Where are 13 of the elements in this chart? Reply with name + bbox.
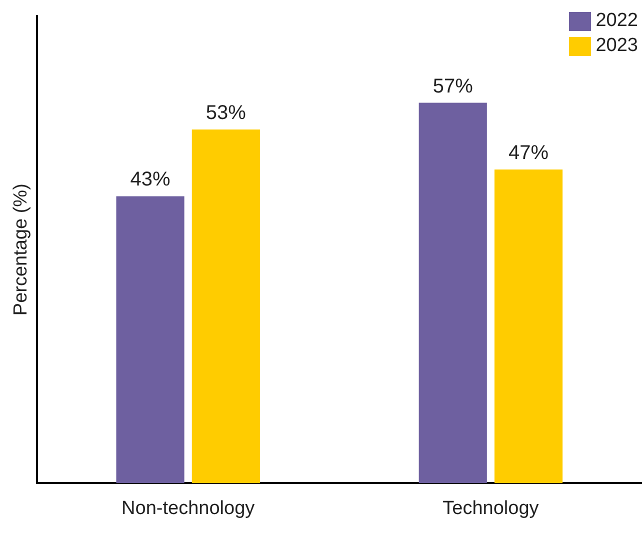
y-axis-title: Percentage (%) [10,184,32,316]
x-tick-label: Non-technology [122,498,256,519]
x-tick-label: Technology [442,498,540,519]
bar [418,102,487,484]
data-label: 47% [508,142,549,164]
data-label: 57% [432,75,474,98]
bar [116,196,184,484]
bar [494,170,563,484]
data-label: 43% [130,168,171,191]
data-label: 53% [206,102,246,124]
legend-label: 2022 [596,10,638,32]
bar [192,129,260,484]
legend-label: 2023 [596,35,638,57]
